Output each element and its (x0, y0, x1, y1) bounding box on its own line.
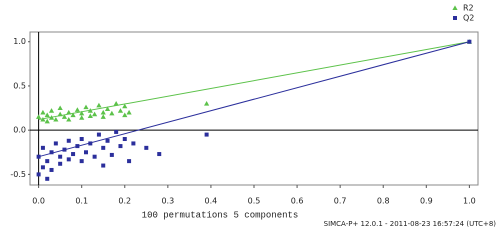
point (53, 116, 59, 122)
point (79, 159, 84, 164)
legend-marker (452, 5, 458, 10)
point (70, 112, 76, 118)
point (126, 109, 132, 115)
point (96, 102, 102, 108)
point (100, 114, 106, 119)
point (118, 144, 123, 149)
point (87, 113, 93, 119)
point (100, 109, 106, 115)
point (71, 152, 76, 157)
point (96, 132, 101, 137)
y-tick-label: 0.0 (13, 126, 26, 135)
y-tick-label: -0.5 (10, 170, 26, 179)
point (75, 144, 80, 149)
regression-line (38, 41, 470, 121)
point (45, 159, 50, 164)
point (66, 109, 72, 115)
point (92, 111, 98, 117)
point (36, 172, 41, 177)
point (66, 116, 72, 122)
x-tick-label: 0.4 (205, 197, 218, 206)
point (74, 107, 80, 112)
x-tick-label: 0.7 (334, 197, 347, 206)
point (157, 152, 162, 157)
point (49, 150, 54, 155)
point (122, 103, 128, 109)
point (92, 154, 97, 159)
point (66, 157, 71, 162)
point (61, 114, 68, 119)
point (79, 115, 85, 120)
x-tick-label: 0.9 (420, 197, 433, 206)
legend-label: R2 (463, 4, 474, 13)
point (122, 112, 128, 118)
chart: 100 permutations 5 components SIMCA-P+ 1… (10, 4, 497, 229)
y-tick-label: 0.5 (13, 81, 26, 90)
point (57, 111, 63, 117)
point (58, 161, 63, 166)
point (79, 110, 85, 116)
legend-marker (453, 16, 457, 20)
point (109, 110, 115, 116)
x-tick-label: 0.2 (118, 197, 131, 206)
point (48, 108, 55, 113)
x-tick-label: 0.5 (248, 197, 261, 206)
point (36, 114, 42, 119)
point (144, 145, 149, 150)
point (127, 159, 132, 164)
point (204, 101, 210, 106)
point (117, 108, 124, 113)
point (83, 104, 89, 110)
point (101, 163, 106, 168)
x-axis-label: 100 permutations 5 components (142, 210, 299, 220)
point (40, 116, 46, 122)
x-tick-label: 0.3 (161, 197, 174, 206)
point (53, 141, 58, 146)
point (467, 39, 472, 44)
point (84, 150, 88, 155)
regression-line (38, 41, 470, 158)
point (57, 105, 63, 111)
point (101, 145, 106, 150)
point (104, 106, 111, 111)
point (105, 138, 110, 143)
point (44, 112, 50, 118)
point (36, 154, 41, 159)
point (88, 141, 93, 146)
point (44, 118, 50, 124)
point (113, 101, 119, 106)
point (131, 141, 136, 146)
point (87, 108, 93, 113)
legend-label: Q2 (463, 14, 474, 23)
point (45, 176, 50, 181)
point (79, 137, 84, 142)
x-tick-label: 0.0 (32, 197, 45, 206)
x-tick-label: 1.0 (463, 197, 476, 206)
x-tick-label: 0.8 (377, 197, 390, 206)
point (109, 152, 114, 157)
point (40, 165, 45, 170)
point (66, 138, 71, 143)
point (204, 132, 209, 137)
point (122, 137, 127, 142)
point (62, 147, 67, 152)
point (49, 167, 54, 172)
x-tick-label: 0.1 (75, 197, 88, 206)
point (58, 154, 63, 159)
point (40, 145, 45, 150)
point (114, 129, 119, 134)
footer: SIMCA-P+ 12.0.1 - 2011-08-23 16:57:24 (U… (324, 220, 497, 228)
y-tick-label: 1.0 (13, 37, 26, 46)
point (40, 109, 46, 115)
x-tick-label: 0.6 (291, 197, 304, 206)
point (48, 115, 55, 120)
